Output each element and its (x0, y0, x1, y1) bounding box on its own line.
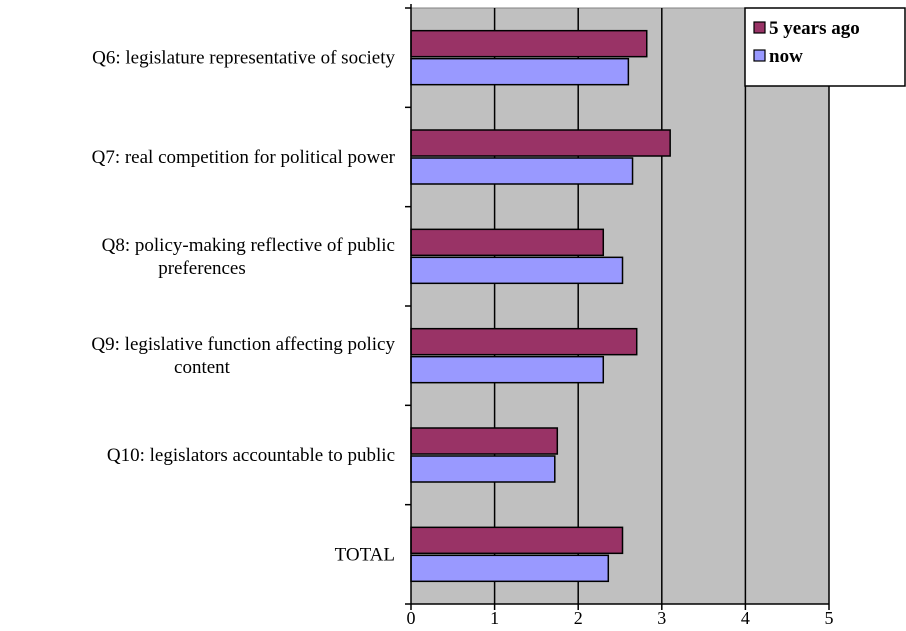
plot-area (410, 7, 830, 605)
category-label-line: Q6: legislature representative of societ… (92, 48, 395, 69)
bar-now-3 (410, 355, 605, 384)
x-tick-label-2: 2 (574, 608, 583, 626)
bar-five-years-ago-0 (410, 29, 648, 58)
category-label-3: Q9: legislative function affecting polic… (91, 334, 395, 378)
bar-five-years-ago-4 (410, 427, 559, 455)
category-label-line: preferences (158, 258, 246, 279)
x-tick-labels: 0 1 2 3 4 5 (407, 608, 834, 628)
category-label-line: Q7: real competition for political power (92, 147, 396, 168)
bar-now-2 (410, 256, 624, 285)
bar-five-years-ago-3 (410, 327, 638, 356)
category-label-line: Q10: legislators accountable to public (107, 445, 395, 466)
axes (405, 4, 830, 610)
legend-swatch-now (753, 49, 766, 62)
bar-now-4 (410, 455, 556, 483)
bar-five-years-ago-1 (410, 129, 671, 157)
category-label-line: content (174, 357, 231, 378)
category-label-line: Q9: legislative function affecting polic… (91, 334, 395, 355)
bar-now-1 (410, 157, 634, 185)
category-label-5: TOTAL (335, 544, 395, 565)
bar-now-5 (410, 554, 610, 583)
category-label-1: Q7: real competition for political power (92, 147, 396, 168)
legend-label-five-years-ago: 5 years ago (769, 18, 860, 39)
bar-five-years-ago-5 (410, 526, 624, 555)
x-tick-label-0: 0 (407, 608, 416, 626)
category-labels: Q6: legislature representative of societ… (91, 48, 395, 566)
category-label-0: Q6: legislature representative of societ… (92, 48, 395, 69)
bar-now-0 (410, 57, 630, 86)
category-label-line: TOTAL (335, 544, 395, 565)
category-label-2: Q8: policy-making reflective of publicpr… (102, 235, 395, 279)
legend-label-now: now (769, 46, 803, 67)
category-label-line: Q8: policy-making reflective of public (102, 235, 395, 256)
x-tick-label-1: 1 (490, 608, 499, 626)
legend: 5 years ago now (744, 7, 906, 87)
x-tick-label-3: 3 (657, 608, 666, 626)
category-label-4: Q10: legislators accountable to public (107, 445, 395, 466)
bar-five-years-ago-2 (410, 228, 605, 257)
legend-swatch-five-years-ago (753, 21, 766, 34)
x-tick-label-4: 4 (741, 608, 750, 626)
legend-box (744, 7, 906, 87)
gridlines (493, 8, 830, 604)
x-tick-label-5: 5 (825, 608, 834, 626)
